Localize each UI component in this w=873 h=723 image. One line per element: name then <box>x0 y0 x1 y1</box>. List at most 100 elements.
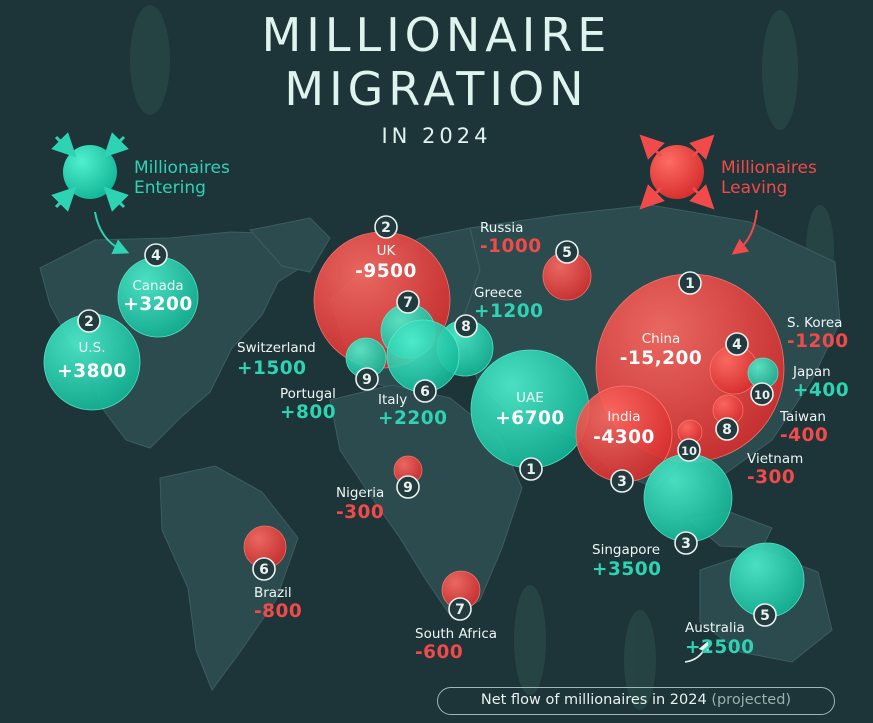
rank-number: 8 <box>722 422 732 438</box>
country-name-italy: Italy <box>378 392 407 408</box>
country-value-brazil: -800 <box>254 601 302 622</box>
south-america-shape <box>159 465 299 692</box>
rank-badge-circle <box>678 271 702 295</box>
rank-badge-russia: 5 <box>555 240 579 264</box>
rank-number: 2 <box>84 314 94 330</box>
rank-badge-circle <box>610 469 634 493</box>
bubbles-layer <box>43 231 805 618</box>
country-value-greece: +1200 <box>474 301 544 322</box>
rank-badge-s-korea: 4 <box>725 332 749 356</box>
rank-badge-circle <box>750 382 774 406</box>
rank-badge-italy: 6 <box>413 379 437 403</box>
rank-badge-u-s: 2 <box>77 309 101 333</box>
labels-layer: U.S. +3800 Canada+3200 UK -9500 Russia-1000 Gr… <box>57 220 849 663</box>
country-value-portugal: +800 <box>280 402 336 423</box>
country-name-canada: Canada <box>132 278 183 294</box>
rank-number: 2 <box>381 220 391 236</box>
rank-number: 9 <box>362 372 372 388</box>
country-value-uk: -9500 <box>355 261 417 282</box>
legend-entering-label: Millionaires Entering <box>134 158 230 198</box>
rank-badge-australia: 5 <box>753 603 777 627</box>
country-value-s-korea: -1200 <box>787 331 849 352</box>
rank-number: 1 <box>526 462 536 478</box>
rank-badge-uae: 1 <box>519 457 543 481</box>
title-line-1: MILLIONAIRE <box>261 8 612 62</box>
rank-badge-circle <box>144 243 168 267</box>
footer-note: Net flow of millionaires in 2024 (projec… <box>437 687 835 715</box>
rank-badge-brazil: 6 <box>252 557 276 581</box>
rank-number: 8 <box>461 319 471 335</box>
rank-badge-circle <box>252 557 276 581</box>
country-value-china: -15,200 <box>620 348 703 369</box>
rank-badge-taiwan: 8 <box>715 417 739 441</box>
country-value-vietnam: -300 <box>747 467 795 488</box>
rank-number: 10 <box>754 388 770 402</box>
country-name-vietnam: Vietnam <box>747 451 803 467</box>
country-name-japan: Japan <box>792 364 831 380</box>
country-name-uae: UAE <box>516 390 544 406</box>
rank-badge-portugal: 9 <box>355 367 379 391</box>
country-name-china: China <box>642 331 681 347</box>
rank-badge-circle <box>396 290 420 314</box>
rank-badge-circle <box>355 367 379 391</box>
legend-leaving-line-1: Millionaires <box>721 158 817 178</box>
rank-number: 10 <box>681 444 697 458</box>
country-value-switzerland: +1500 <box>237 358 307 379</box>
legend-leaving-label: Millionaires Leaving <box>721 158 817 198</box>
rank-badges-layer: 2 4 2 5 8 7 9 6 1 1 3 4 10 8 10 3 5 9 6 7 <box>77 215 777 627</box>
footer-text: Net flow of millionaires in 2024 <box>480 692 707 708</box>
rank-badge-china: 1 <box>678 271 702 295</box>
country-name-australia: Australia <box>685 620 745 636</box>
rank-number: 4 <box>151 248 161 264</box>
rank-number: 1 <box>685 276 695 292</box>
rank-badge-canada: 4 <box>144 243 168 267</box>
country-value-australia: +2500 <box>685 637 755 658</box>
rank-badge-uk: 2 <box>374 215 398 239</box>
rank-number: 3 <box>617 474 627 490</box>
title-line-2: MIGRATION <box>284 62 589 116</box>
rank-badge-circle <box>396 475 420 499</box>
rank-badge-circle <box>454 314 478 338</box>
rank-badge-south-africa: 7 <box>448 597 472 621</box>
legend-leaving-icon <box>639 134 758 255</box>
country-name-south-africa: South Africa <box>415 626 497 642</box>
legend-entering-line-1: Millionaires <box>134 158 230 178</box>
country-name-taiwan: Taiwan <box>779 409 826 425</box>
rank-badge-circle <box>77 309 101 333</box>
rank-number: 5 <box>760 608 770 624</box>
rank-badge-circle <box>555 240 579 264</box>
rank-number: 7 <box>403 295 413 311</box>
country-value-canada: +3200 <box>123 294 193 315</box>
country-name-russia: Russia <box>480 220 523 236</box>
country-name-switzerland: Switzerland <box>237 340 316 356</box>
country-value-singapore: +3500 <box>592 559 662 580</box>
country-name-uk: UK <box>377 243 397 259</box>
country-name-portugal: Portugal <box>280 386 336 402</box>
rank-badge-circle <box>519 457 543 481</box>
country-value-india: -4300 <box>593 427 655 448</box>
rank-badge-greece: 8 <box>454 314 478 338</box>
country-name-s-korea: S. Korea <box>787 315 842 331</box>
country-value-taiwan: -400 <box>780 425 828 446</box>
rank-number: 7 <box>455 602 465 618</box>
bubble-singapore <box>643 453 733 543</box>
country-name-singapore: Singapore <box>592 542 660 558</box>
country-name-greece: Greece <box>474 285 522 301</box>
country-name-nigeria: Nigeria <box>336 485 384 501</box>
legend-entering-line-2: Entering <box>134 178 206 198</box>
rank-badge-singapore: 3 <box>674 531 698 555</box>
country-value-u-s: +3800 <box>57 361 127 382</box>
rank-badge-circle <box>725 332 749 356</box>
footer-projected: (projected) <box>711 692 792 708</box>
rank-badge-nigeria: 9 <box>396 475 420 499</box>
rank-number: 9 <box>403 480 413 496</box>
rank-badge-japan: 10 <box>750 382 774 406</box>
country-name-brazil: Brazil <box>254 585 292 601</box>
country-value-italy: +2200 <box>378 408 448 429</box>
rank-badge-circle <box>715 417 739 441</box>
rank-badge-circle <box>413 379 437 403</box>
country-value-nigeria: -300 <box>336 502 384 523</box>
rank-badge-circle <box>674 531 698 555</box>
country-value-south-africa: -600 <box>415 642 463 663</box>
